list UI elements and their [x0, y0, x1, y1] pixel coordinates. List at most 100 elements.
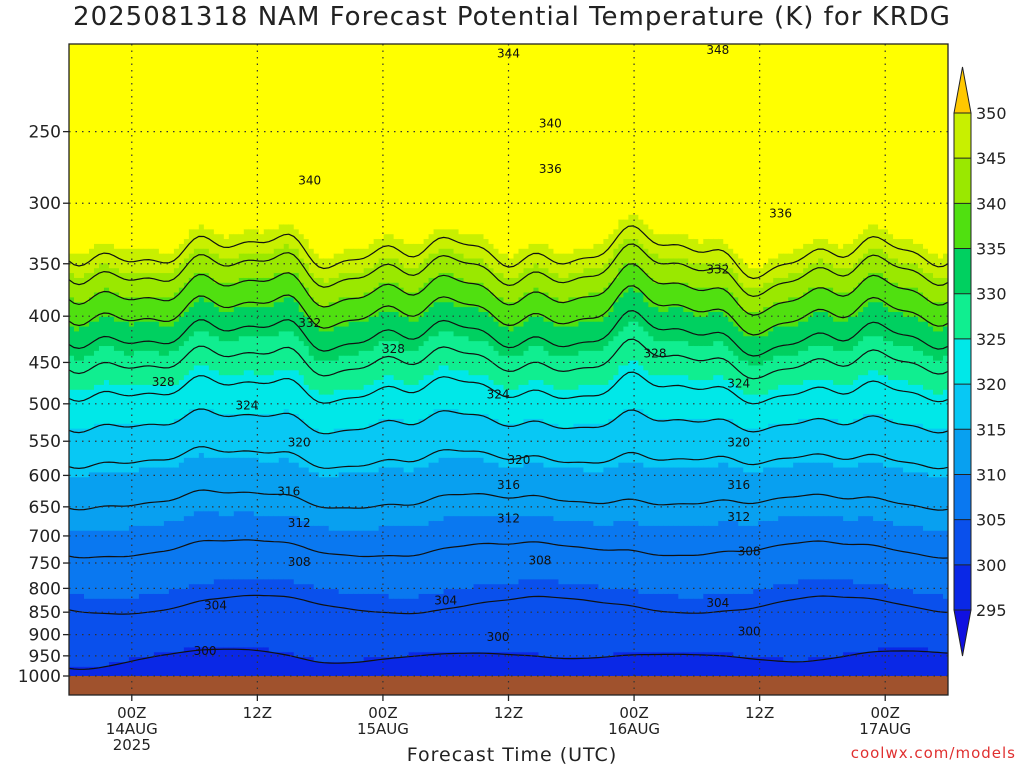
fill-band [888, 257, 894, 283]
fill-band [508, 466, 515, 517]
fill-band [938, 360, 944, 395]
fill-band [718, 462, 724, 522]
fill-band [398, 466, 405, 526]
fill-band [218, 646, 225, 677]
x-tick-label: 00Z [871, 704, 900, 722]
fill-band [408, 321, 415, 351]
fill-band [758, 471, 764, 522]
fill-band [433, 593, 440, 653]
fill-band [253, 253, 260, 278]
fill-band [173, 651, 180, 677]
fill-band [583, 423, 589, 473]
fill-band [383, 340, 390, 376]
fill-band [168, 588, 175, 653]
fill-band [173, 321, 180, 351]
fill-band [573, 389, 580, 424]
fill-band [323, 44, 330, 259]
fill-band [373, 593, 380, 658]
fill-band [248, 457, 255, 512]
fill-band [128, 525, 135, 599]
fill-band [793, 423, 799, 463]
fill-band [473, 257, 480, 283]
fill-band [563, 253, 570, 278]
fill-band [78, 530, 85, 594]
fill-band [168, 466, 175, 522]
fill-band [113, 44, 120, 249]
fill-band [423, 374, 430, 419]
fill-band [208, 253, 215, 278]
fill-band [663, 651, 669, 677]
fill-band [618, 364, 624, 415]
fill-band [538, 316, 545, 347]
fill-band [123, 530, 130, 599]
fill-band [718, 651, 724, 677]
fill-band [133, 296, 140, 322]
fill-band [563, 656, 570, 677]
colorbar-label: 320 [976, 375, 1007, 394]
fill-band [438, 520, 445, 594]
fill-band [788, 325, 794, 356]
fill-band [298, 257, 305, 283]
fill-band [253, 457, 260, 517]
fill-band [823, 262, 829, 288]
fill-band [203, 510, 210, 585]
fill-band [658, 282, 664, 312]
fill-band [578, 321, 585, 351]
fill-band [843, 384, 849, 424]
fill-band [578, 466, 585, 522]
fill-band [108, 384, 115, 424]
fill-band [453, 44, 460, 230]
fill-band [213, 44, 220, 235]
fill-band [148, 525, 155, 594]
fill-band [658, 525, 664, 594]
fill-band [838, 267, 844, 293]
fill-band [148, 296, 155, 322]
fill-band [293, 515, 300, 585]
fill-band [293, 301, 300, 337]
fill-band [253, 44, 260, 230]
fill-band [233, 374, 240, 415]
fill-band [198, 272, 205, 298]
fill-band [923, 646, 929, 677]
fill-band [538, 345, 545, 381]
fill-band [553, 389, 560, 424]
fill-band [228, 257, 235, 283]
fill-band [418, 379, 425, 419]
fill-band [728, 267, 734, 293]
fill-band [908, 262, 914, 288]
fill-band [268, 462, 275, 517]
fill-band [448, 44, 455, 230]
fill-band [188, 44, 195, 230]
fill-band [158, 253, 165, 274]
fill-band [743, 44, 749, 264]
fill-band [568, 583, 575, 658]
fill-band [283, 243, 290, 274]
fill-band [528, 578, 535, 653]
fill-band [318, 432, 325, 478]
fill-band [933, 651, 939, 677]
fill-band [358, 530, 365, 594]
fill-band [288, 44, 295, 225]
fill-band [488, 379, 495, 419]
fill-band [423, 466, 430, 526]
fill-band [633, 262, 639, 293]
fill-band [118, 321, 125, 351]
fill-band [363, 471, 370, 531]
fill-band [568, 355, 575, 390]
fill-band [653, 374, 659, 419]
fill-band [573, 520, 580, 585]
fill-band [548, 578, 555, 658]
fill-band [213, 282, 220, 308]
fill-band [458, 515, 465, 590]
fill-band [353, 661, 360, 677]
fill-band [463, 369, 470, 415]
fill-band [143, 296, 150, 322]
fill-band [553, 325, 560, 356]
fill-band [773, 257, 779, 278]
fill-band [688, 345, 694, 381]
fill-band [173, 44, 180, 249]
fill-band [783, 253, 789, 278]
fill-band [418, 262, 425, 288]
fill-band [328, 301, 335, 332]
